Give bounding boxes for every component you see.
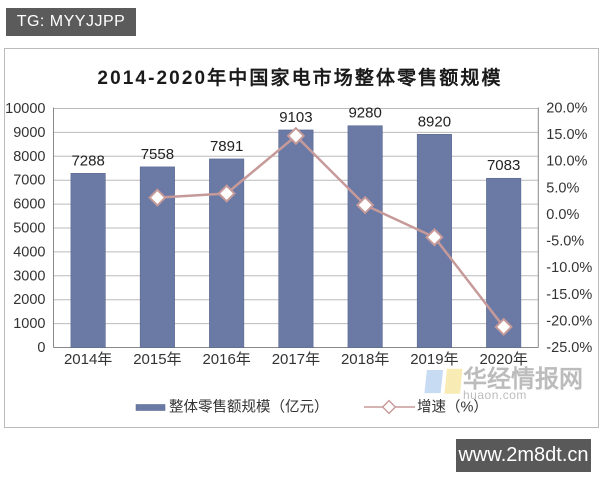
svg-text:3000: 3000 (13, 268, 45, 284)
svg-text:7000: 7000 (13, 173, 45, 189)
svg-text:-10.0%: -10.0% (546, 260, 592, 276)
svg-text:2020年: 2020年 (479, 351, 527, 368)
svg-text:8920: 8920 (418, 113, 451, 130)
svg-text:2014年: 2014年 (64, 351, 112, 368)
svg-text:0.0%: 0.0% (546, 207, 579, 223)
svg-text:-5.0%: -5.0% (546, 234, 584, 250)
svg-text:7288: 7288 (71, 152, 104, 169)
svg-text:1000: 1000 (13, 316, 45, 332)
svg-text:2000: 2000 (13, 292, 45, 308)
svg-text:15.0%: 15.0% (546, 127, 587, 143)
svg-text:2015年: 2015年 (133, 351, 181, 368)
svg-text:2018年: 2018年 (341, 351, 389, 368)
svg-text:5000: 5000 (13, 221, 45, 237)
svg-text:5.0%: 5.0% (546, 180, 579, 196)
svg-text:2019年: 2019年 (410, 351, 458, 368)
svg-text:-15.0%: -15.0% (546, 287, 592, 303)
svg-text:-20.0%: -20.0% (546, 313, 592, 329)
svg-text:7558: 7558 (141, 146, 174, 163)
svg-text:9280: 9280 (348, 105, 381, 122)
svg-text:4000: 4000 (13, 244, 45, 260)
svg-text:-25.0%: -25.0% (546, 340, 592, 356)
svg-text:8000: 8000 (13, 149, 45, 165)
svg-text:6000: 6000 (13, 197, 45, 213)
svg-text:2017年: 2017年 (272, 351, 320, 368)
svg-text:2016年: 2016年 (202, 351, 250, 368)
svg-text:0: 0 (37, 340, 45, 356)
svg-text:10000: 10000 (5, 101, 45, 117)
svg-text:9000: 9000 (13, 125, 45, 141)
svg-text:7891: 7891 (210, 138, 243, 155)
svg-text:20.0%: 20.0% (546, 101, 587, 117)
svg-text:9103: 9103 (279, 109, 312, 126)
svg-text:7083: 7083 (487, 157, 520, 174)
svg-text:10.0%: 10.0% (546, 154, 587, 170)
